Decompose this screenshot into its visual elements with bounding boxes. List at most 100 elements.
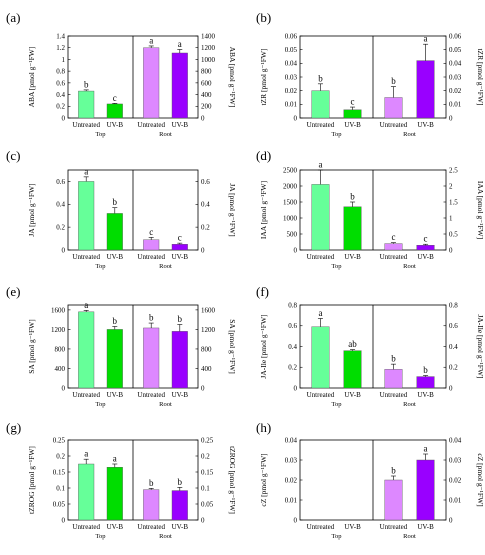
right-tick-label: 800 [201, 68, 212, 76]
group-label: Root [159, 131, 172, 138]
left-axis-label: IAA [pmol g⁻¹FW] [259, 181, 268, 239]
left-tick-label: 0 [62, 114, 66, 122]
significance-letter: a [84, 449, 88, 459]
bar [106, 103, 123, 119]
left-tick-label: 0.6 [56, 79, 65, 87]
panel-e: (e) 0 400 800 1200 1600 0 400 800 1200 1600 SA [pmo… [6, 284, 237, 408]
category-label: UV-B [172, 523, 189, 531]
bar [416, 376, 435, 389]
significance-letter: a [149, 35, 153, 45]
right-axis-label: JA [pmol g⁻¹FW] [228, 183, 237, 236]
bar [106, 329, 123, 389]
panel-label: (g) [6, 420, 21, 435]
significance-letter: b [178, 314, 183, 324]
significance-letter: c [391, 232, 395, 242]
left-tick-label: 0.04 [285, 436, 298, 444]
left-tick-label: 0.8 [56, 68, 65, 76]
significance-letter: b [113, 197, 118, 207]
category-label: Untreated [307, 523, 335, 531]
panel-b: (b) 0 0.01 0.02 0.03 0.04 0.05 0.06 0 0.01 0.02 0.0… [256, 10, 485, 138]
left-tick-label: 0.2 [288, 364, 297, 372]
right-tick-label: 0.02 [449, 476, 462, 484]
category-label: UV-B [417, 391, 434, 399]
right-tick-label: 2.5 [449, 166, 458, 174]
category-label: UV-B [107, 253, 124, 261]
bar [143, 47, 160, 119]
category-label: Untreated [72, 253, 100, 261]
right-tick-label: 0 [201, 384, 205, 392]
significance-letter: a [113, 454, 117, 464]
right-tick-label: 0.03 [449, 73, 462, 81]
left-tick-label: 0 [62, 246, 66, 254]
group-label: Top [331, 131, 341, 138]
category-label: Untreated [307, 121, 335, 129]
right-tick-label: 0.4 [201, 201, 210, 209]
category-label: Untreated [380, 253, 408, 261]
significance-letter: b [423, 365, 428, 375]
category-label: UV-B [107, 121, 124, 129]
category-label: UV-B [417, 253, 434, 261]
significance-letter: a [318, 308, 322, 318]
left-tick-label: 400 [55, 365, 66, 373]
bar [106, 213, 123, 251]
right-tick-label: 0.2 [201, 452, 210, 460]
left-tick-label: 1.2 [56, 44, 65, 52]
right-tick-label: 2 [449, 182, 453, 190]
group-label: Top [95, 131, 105, 138]
panel-label: (f) [256, 284, 269, 299]
right-axis-label: SA [pmol g⁻¹FW] [228, 319, 237, 374]
category-label: Untreated [137, 121, 165, 129]
category-label: UV-B [172, 253, 189, 261]
group-label: Top [331, 401, 341, 408]
left-tick-label: 0.01 [285, 101, 298, 109]
right-tick-label: 0.4 [449, 343, 458, 351]
category-label: Untreated [72, 121, 100, 129]
bar [343, 206, 362, 251]
left-tick-label: 500 [287, 230, 298, 238]
panel-label: (d) [256, 148, 271, 163]
left-tick-label: 0.25 [53, 436, 66, 444]
bar [416, 244, 435, 251]
significance-letter: b [318, 73, 323, 83]
left-tick-label: 0.6 [288, 322, 297, 330]
significance-letter: b [391, 354, 396, 364]
right-axis-label: IAA [pmol g⁻¹FW] [476, 181, 485, 239]
left-tick-label: 0.15 [53, 468, 66, 476]
category-label: UV-B [172, 391, 189, 399]
panel-f: (f) 0 0.2 0.4 0.6 0.8 0 0.2 0.4 0.6 0.8 JA-Ile [pmo… [256, 284, 485, 408]
left-tick-label: 0.2 [56, 224, 65, 232]
left-tick-label: 0 [294, 246, 298, 254]
significance-letter: a [84, 166, 88, 176]
category-label: Untreated [72, 391, 100, 399]
right-tick-label: 0.8 [449, 301, 458, 309]
category-label: Untreated [137, 523, 165, 531]
right-axis-label: tZROG [pmol g⁻¹FW] [228, 446, 237, 514]
bar [78, 181, 95, 251]
left-tick-label: 0.2 [56, 452, 65, 460]
panel-label: (e) [6, 284, 20, 299]
left-axis-label: tZR [pmol g⁻¹FW] [259, 48, 268, 105]
left-tick-label: 0.03 [285, 73, 298, 81]
panel-label: (b) [256, 10, 271, 25]
group-label: Root [403, 401, 416, 408]
category-label: UV-B [344, 391, 361, 399]
bar [311, 184, 330, 251]
left-axis-label: JA-Ile [pmol g⁻¹FW] [259, 314, 268, 378]
bar [311, 90, 330, 119]
panel-d: (d) 0 500 1000 1500 2000 2500 0 0.5 1 1.5 2 2.5 IAA [… [256, 148, 485, 270]
right-axis-label: JA-Ile [pmol g⁻¹FW] [476, 314, 485, 378]
right-tick-label: 0 [201, 516, 205, 524]
right-tick-label: 0.5 [449, 230, 458, 238]
right-tick-label: 0 [449, 114, 453, 122]
right-axis-label: ABA [pmol g⁻¹FW] [228, 47, 237, 108]
right-tick-label: 0.03 [449, 456, 462, 464]
significance-letter: c [424, 234, 428, 244]
category-label: Untreated [72, 523, 100, 531]
right-tick-label: 1200 [201, 326, 216, 334]
right-tick-label: 400 [201, 365, 212, 373]
significance-letter: a [318, 160, 322, 170]
significance-letter: c [178, 233, 182, 243]
bar [143, 489, 160, 521]
left-axis-label: JA [pmol g⁻¹FW] [27, 183, 36, 236]
right-tick-label: 1000 [201, 56, 216, 64]
